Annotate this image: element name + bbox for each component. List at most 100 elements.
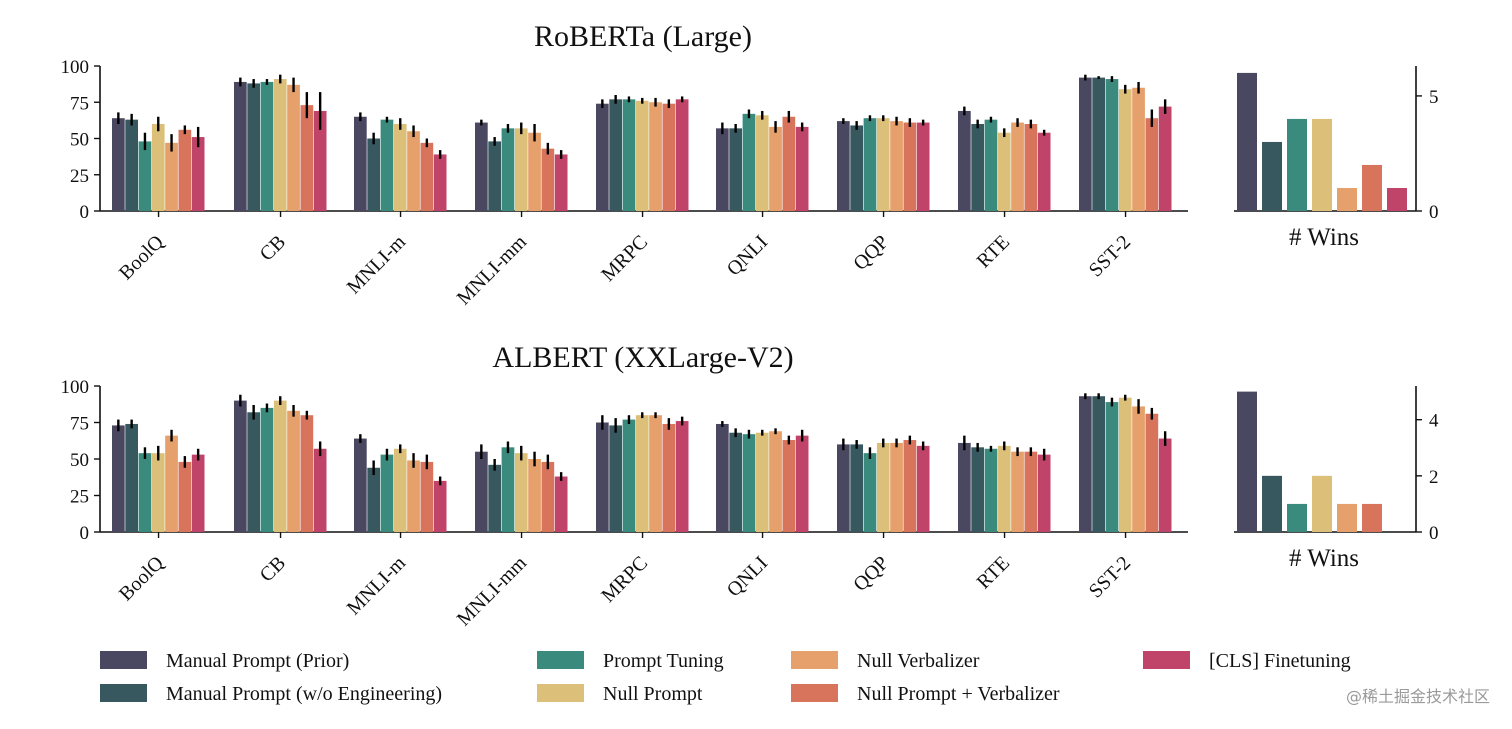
legend-swatch-null-prompt xyxy=(537,684,584,702)
wins-bar-prompt-tuning xyxy=(1287,118,1307,211)
bar-qnli-null-prompt xyxy=(755,432,769,532)
bar-mnli-mm-manual-prompt-w-o-engineering xyxy=(488,141,501,211)
legend: Manual Prompt (Prior) Manual Prompt (w/o … xyxy=(100,650,1351,705)
y-tick-label: 50 xyxy=(70,130,89,151)
x-tick-label-qqp: QQP xyxy=(849,231,893,275)
bar-mnli-mm-null-prompt xyxy=(514,128,528,211)
bar-rte-null-prompt xyxy=(997,445,1011,532)
bar-mnli-m-null-verbalizer xyxy=(407,460,420,532)
wins-y-tick-label: 2 xyxy=(1429,467,1439,488)
bar-mrpc-manual-prompt-prior xyxy=(596,422,609,532)
bar-sst-2-null-prompt-verbalizer xyxy=(1145,118,1159,211)
bar-qqp-prompt-tuning xyxy=(863,453,877,532)
bar-mrpc-null-verbalizer xyxy=(649,102,662,211)
x-tick-label-cb: CB xyxy=(256,552,290,586)
bar-cb-null-prompt xyxy=(273,79,287,211)
bar-qqp-cls-finetuning xyxy=(916,122,930,211)
bar-qnli-prompt-tuning xyxy=(742,434,756,532)
legend-label-prompt-tuning: Prompt Tuning xyxy=(603,650,724,672)
bar-cb-prompt-tuning xyxy=(260,407,274,532)
wins-y-tick-label: 0 xyxy=(1429,202,1439,223)
bar-boolq-manual-prompt-prior xyxy=(112,118,125,211)
wins-bar-prompt-tuning xyxy=(1287,503,1307,532)
bar-mrpc-prompt-tuning xyxy=(622,419,636,532)
x-tick-label-sst-2: SST-2 xyxy=(1085,231,1135,281)
bar-qnli-cls-finetuning xyxy=(795,435,809,532)
bar-mnli-mm-cls-finetuning xyxy=(554,154,568,211)
bar-mnli-mm-manual-prompt-prior xyxy=(475,122,488,211)
bar-cb-cls-finetuning xyxy=(313,448,327,532)
bar-rte-null-prompt-verbalizer xyxy=(1024,124,1038,211)
y-tick-label: 100 xyxy=(61,377,90,398)
bar-rte-prompt-tuning xyxy=(984,448,998,532)
bar-mrpc-manual-prompt-w-o-engineering xyxy=(609,99,622,211)
bar-sst-2-prompt-tuning xyxy=(1105,402,1119,532)
bar-mrpc-prompt-tuning xyxy=(622,99,636,211)
albert-chart-title: ALBERT (XXLarge-V2) xyxy=(492,341,793,374)
bar-boolq-manual-prompt-w-o-engineering xyxy=(125,423,138,532)
legend-swatch-manual-prompt-prior xyxy=(100,651,147,669)
bar-rte-null-prompt xyxy=(997,132,1011,211)
x-tick-label-mnli-mm: MNLI-mm xyxy=(453,231,532,310)
bar-boolq-null-prompt-verbalizer xyxy=(178,129,192,211)
bar-rte-prompt-tuning xyxy=(984,119,998,211)
bar-qqp-null-prompt-verbalizer xyxy=(903,440,917,532)
legend-swatch-null-prompt-verbalizer xyxy=(791,684,838,702)
bar-mnli-m-cls-finetuning xyxy=(433,480,447,532)
bar-sst-2-cls-finetuning xyxy=(1158,106,1172,211)
bar-boolq-cls-finetuning xyxy=(191,454,205,532)
wins-bar-null-verbalizer xyxy=(1337,187,1357,211)
bar-boolq-manual-prompt-w-o-engineering xyxy=(125,119,138,211)
wins-bar-null-prompt xyxy=(1312,118,1332,211)
x-tick-label-mrpc: MRPC xyxy=(597,231,652,286)
legend-swatch-null-verbalizer xyxy=(791,651,838,669)
bar-qnli-cls-finetuning xyxy=(795,126,809,211)
albert-panel: ALBERT (XXLarge-V2) # Wins 0 25 50 75 100 Boo… xyxy=(61,341,1440,630)
bar-qnli-null-prompt xyxy=(755,115,769,211)
bar-qnli-null-prompt-verbalizer xyxy=(782,116,796,211)
legend-swatch-cls-finetuning xyxy=(1143,651,1190,669)
bar-qnli-null-verbalizer xyxy=(769,431,782,532)
x-tick-label-rte: RTE xyxy=(973,552,1014,593)
bar-mrpc-null-prompt xyxy=(635,100,649,211)
bar-mnli-m-null-verbalizer xyxy=(407,131,420,211)
wins-bar-cls-finetuning xyxy=(1387,187,1407,211)
bar-cb-manual-prompt-w-o-engineering xyxy=(247,83,260,211)
bar-sst-2-null-prompt xyxy=(1118,397,1132,532)
bar-cb-manual-prompt-prior xyxy=(234,81,247,211)
bar-rte-manual-prompt-w-o-engineering xyxy=(971,447,984,532)
bar-boolq-cls-finetuning xyxy=(191,137,205,211)
bar-mnli-mm-prompt-tuning xyxy=(501,447,515,532)
bar-mnli-m-manual-prompt-w-o-engineering xyxy=(367,467,380,532)
bar-cb-null-prompt xyxy=(273,400,287,532)
bar-mrpc-null-prompt-verbalizer xyxy=(662,423,676,532)
bar-qqp-prompt-tuning xyxy=(863,118,877,211)
bar-qnli-prompt-tuning xyxy=(742,113,756,211)
x-tick-label-boolq: BoolQ xyxy=(115,231,169,285)
bar-qnli-null-prompt-verbalizer xyxy=(782,440,796,532)
bar-sst-2-manual-prompt-prior xyxy=(1079,77,1092,211)
bar-cb-null-prompt-verbalizer xyxy=(300,415,314,532)
x-tick-label-mnli-m: MNLI-m xyxy=(343,552,411,620)
bar-qqp-cls-finetuning xyxy=(916,445,930,532)
bar-mnli-mm-prompt-tuning xyxy=(501,128,515,211)
y-tick-label: 25 xyxy=(70,487,89,508)
bar-mnli-mm-cls-finetuning xyxy=(554,476,568,532)
legend-label-manual-prompt-prior: Manual Prompt (Prior) xyxy=(166,650,349,672)
bar-mrpc-null-verbalizer xyxy=(649,415,662,532)
bar-sst-2-null-prompt-verbalizer xyxy=(1145,413,1159,532)
bar-sst-2-null-prompt xyxy=(1118,89,1132,211)
wins-bar-manual-prompt-prior xyxy=(1237,391,1257,532)
x-tick-label-mnli-m: MNLI-m xyxy=(343,231,411,299)
bar-rte-null-prompt-verbalizer xyxy=(1024,451,1038,532)
wins-bar-null-prompt xyxy=(1312,475,1332,532)
bar-qqp-manual-prompt-w-o-engineering xyxy=(850,125,863,211)
legend-label-null-prompt-verbalizer: Null Prompt + Verbalizer xyxy=(857,683,1060,705)
bar-qqp-null-verbalizer xyxy=(890,121,903,211)
roberta-chart-title: RoBERTa (Large) xyxy=(534,20,752,53)
bar-sst-2-prompt-tuning xyxy=(1105,79,1119,211)
legend-swatch-prompt-tuning xyxy=(537,651,584,669)
bar-mrpc-manual-prompt-w-o-engineering xyxy=(609,425,622,532)
wins-bar-manual-prompt-w-o-engineering xyxy=(1262,141,1282,211)
y-tick-label: 100 xyxy=(61,57,90,78)
